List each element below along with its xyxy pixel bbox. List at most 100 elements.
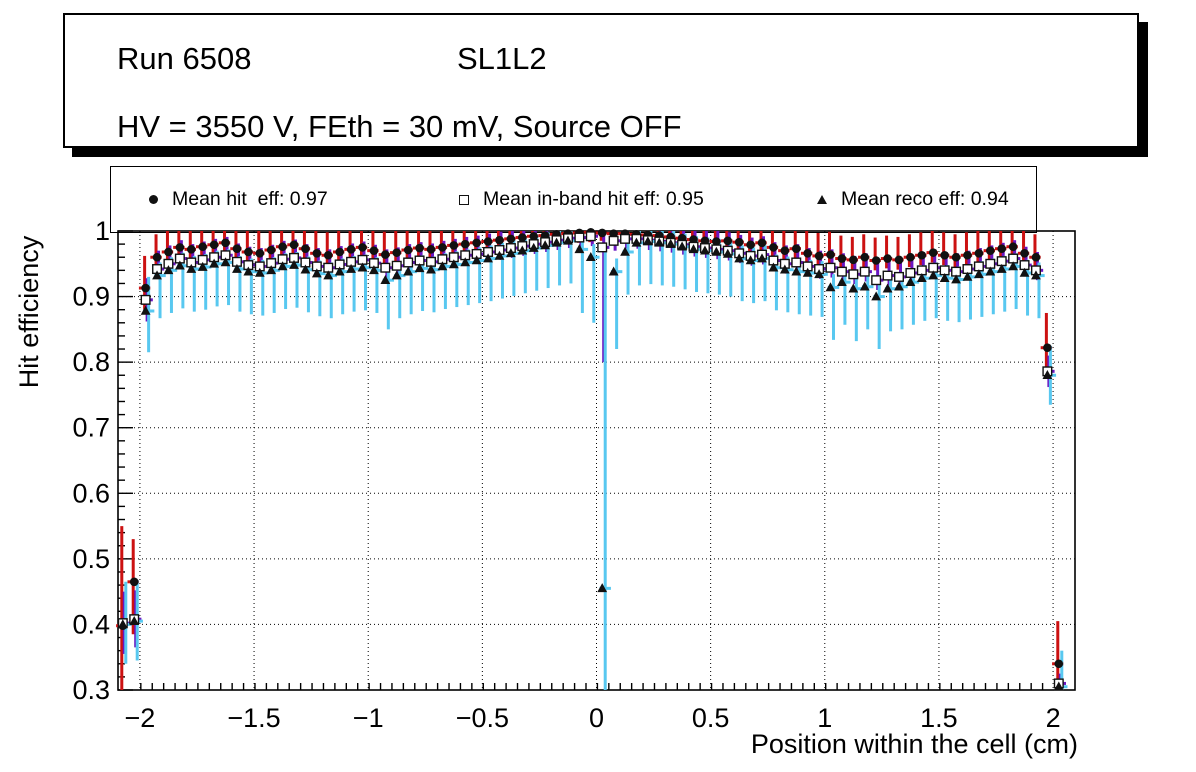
reco-eff-point (928, 270, 939, 280)
hit-eff-point (780, 246, 790, 255)
reco-eff-point (403, 266, 414, 276)
reco-eff-point (323, 270, 334, 280)
hit-eff-point (883, 254, 892, 263)
hit-eff-point (928, 248, 938, 257)
reco-eff-point (1008, 261, 1019, 271)
reco-eff-point (505, 248, 516, 258)
reco-eff-point (300, 264, 311, 274)
hit-eff-point (358, 243, 367, 252)
hit-eff-point (837, 254, 847, 263)
inband-hit-eff-point (825, 262, 836, 273)
hit-eff-point (141, 283, 150, 293)
inband-hit-eff-point (905, 267, 916, 278)
hit-eff-point (426, 245, 436, 254)
reco-eff-point (357, 262, 368, 272)
reco-eff-point (277, 261, 288, 271)
inband-hit-eff-point (882, 270, 893, 281)
reco-eff-point (802, 267, 813, 277)
hit-eff-point (289, 240, 299, 250)
reco-eff-point (563, 235, 573, 245)
hit-eff-point (757, 238, 767, 248)
hit-eff-point (449, 241, 459, 250)
inband-hit-eff-point (871, 275, 882, 286)
reco-eff-point (129, 615, 140, 625)
x-tick-label: −2 (125, 703, 156, 733)
reco-eff-point (734, 253, 745, 263)
reco-eff-point (597, 583, 608, 593)
y-tick-label: 0.3 (72, 675, 110, 705)
hit-eff-point (849, 255, 858, 265)
filled-triangle-marker-icon (817, 195, 827, 204)
reco-eff-point (894, 281, 904, 291)
title-box: Run 6508 SL1L2 HV = 3550 V, FEth = 30 mV… (63, 13, 1139, 148)
legend-entry-reco-eff: Mean reco eff: 0.94 (817, 167, 1009, 232)
reco-eff-point (163, 265, 174, 275)
reco-eff-point (665, 238, 676, 248)
hit-eff-point (152, 252, 162, 262)
reco-eff-point (791, 266, 802, 276)
hit-eff-point (917, 250, 927, 260)
hit-eff-point (495, 235, 504, 245)
hit-eff-point (986, 246, 995, 255)
reco-eff-point (631, 237, 642, 247)
hit-eff-point (803, 248, 812, 258)
reco-eff-point (1031, 270, 1041, 280)
hit-eff-point (997, 244, 1007, 254)
hit-eff-point (746, 240, 755, 250)
hit-eff-point (1031, 252, 1041, 262)
inband-hit-eff-point (836, 266, 847, 277)
x-tick-label: −1.5 (227, 703, 280, 733)
reco-eff-point (722, 248, 733, 258)
hit-eff-point (175, 243, 185, 252)
hit-eff-point (597, 228, 607, 238)
hit-eff-point (266, 245, 276, 255)
y-tick-label: 0.9 (72, 282, 110, 312)
reco-eff-point (985, 266, 996, 276)
hit-eff-point (483, 237, 493, 246)
run-label: Run 6508 (117, 41, 252, 76)
reco-eff-point (346, 263, 356, 273)
hit-eff-point (369, 246, 379, 255)
hit-eff-point (734, 237, 744, 247)
reco-eff-point (916, 273, 927, 283)
reco-eff-point (517, 245, 528, 255)
reco-eff-point (1042, 370, 1053, 380)
hit-eff-point (860, 252, 870, 262)
hit-eff-point (198, 242, 207, 252)
hit-eff-point (129, 577, 139, 587)
hit-eff-point (392, 248, 402, 257)
reco-eff-point (186, 263, 197, 273)
x-tick-label: −1 (353, 703, 384, 733)
reco-eff-point (700, 245, 710, 255)
x-tick-label: −0.5 (456, 703, 509, 733)
hit-eff-point (381, 250, 390, 259)
y-tick-label: 1 (95, 216, 110, 246)
reco-eff-point (620, 246, 630, 256)
hit-eff-point (1043, 343, 1052, 353)
inband-hit-eff-point (893, 271, 904, 282)
reco-eff-point (209, 258, 220, 268)
legend-label-reco-eff: Mean reco eff: 0.94 (841, 188, 1009, 210)
inband-hit-eff-point (403, 257, 414, 268)
reco-eff-point (973, 269, 984, 279)
reco-eff-point (471, 255, 482, 265)
reco-eff-point (551, 237, 562, 247)
inband-hit-eff-point (391, 260, 402, 271)
hit-eff-point (164, 247, 173, 257)
reco-eff-point (540, 240, 551, 250)
hit-eff-point (346, 245, 356, 254)
reco-eff-point (448, 259, 459, 269)
reco-eff-point (460, 257, 471, 267)
reco-eff-point (837, 276, 847, 286)
reco-eff-point (437, 261, 448, 271)
legend-label-hit-eff: Mean hit eff: 0.97 (172, 188, 328, 210)
reco-eff-point (848, 283, 859, 293)
reco-eff-point (174, 260, 185, 270)
hit-eff-point (186, 245, 196, 254)
inband-hit-eff-point (859, 266, 870, 277)
reco-eff-point (117, 619, 128, 629)
reco-eff-point (939, 273, 950, 283)
reco-eff-point (426, 264, 436, 274)
reco-eff-point (1053, 681, 1064, 691)
hit-eff-point (769, 243, 778, 252)
